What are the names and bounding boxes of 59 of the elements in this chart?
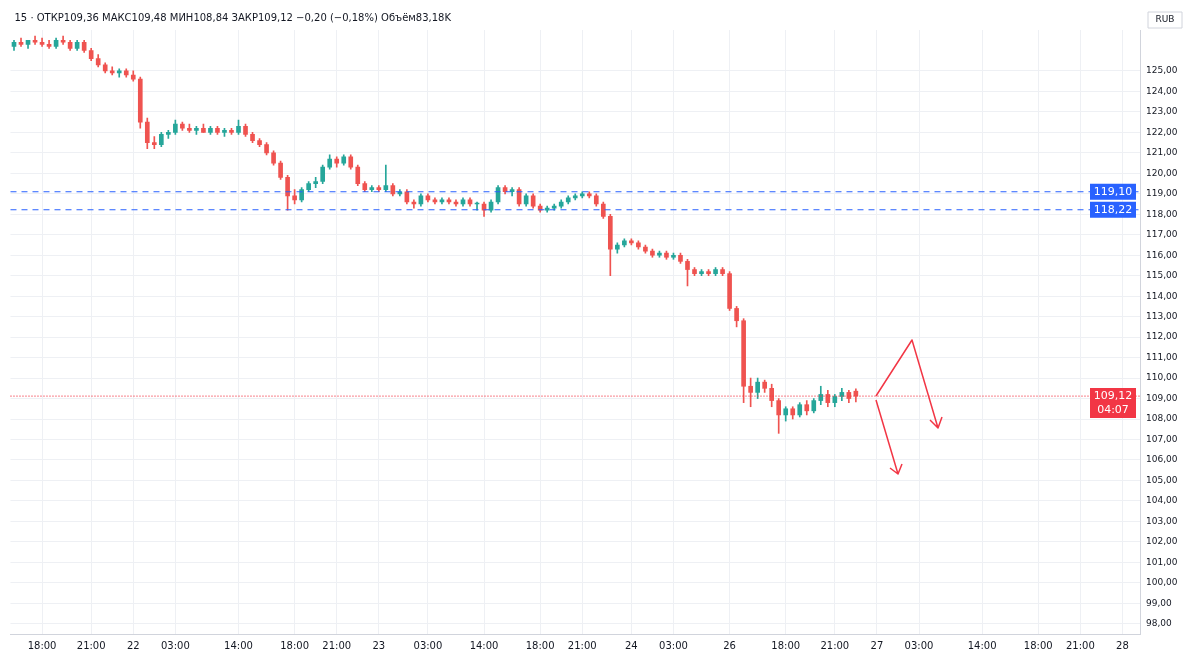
- x-tick-label: 03:00: [659, 639, 688, 651]
- y-tick-label: 116,00: [1146, 249, 1178, 260]
- y-tick-label: 114,00: [1146, 290, 1178, 301]
- x-tick-label: 18:00: [771, 639, 801, 651]
- x-tick-label: 28: [1116, 639, 1129, 651]
- x-tick-label: 18:00: [1023, 639, 1053, 651]
- y-tick-label: 105,00: [1146, 474, 1178, 485]
- x-tick-label: 18:00: [27, 639, 57, 651]
- y-tick-label: 123,00: [1146, 106, 1178, 117]
- y-tick-label: 124,00: [1146, 85, 1178, 96]
- x-tick-label: 22: [126, 639, 140, 651]
- y-tick-label: 117,00: [1146, 229, 1178, 240]
- y-tick-label: 111,00: [1146, 351, 1178, 362]
- x-tick-label: 23: [372, 639, 386, 651]
- ref-line-label: 118,22: [1093, 202, 1133, 216]
- y-tick-label: 98,00: [1146, 618, 1173, 629]
- y-tick-label: 106,00: [1146, 454, 1178, 465]
- x-tick-label: 14:00: [224, 639, 253, 651]
- y-tick-label: 121,00: [1146, 147, 1178, 158]
- y-tick-label: 113,00: [1146, 310, 1178, 321]
- text: 15 · ОТКР109,36 МАКС109,48 МИН108,84 ЗАКР109,12 −0,20 (−0,18%) Объём83,18K: [14, 11, 452, 23]
- y-tick-label: 110,00: [1146, 372, 1178, 383]
- y-tick-label: 120,00: [1146, 167, 1178, 178]
- y-tick-label: 115,00: [1146, 270, 1178, 281]
- x-tick-label: 14:00: [967, 639, 997, 651]
- x-tick-label: 21:00: [76, 639, 106, 651]
- y-tick-label: 101,00: [1146, 556, 1178, 567]
- x-tick-label: 24: [625, 639, 638, 651]
- y-tick-label: 104,00: [1146, 495, 1178, 506]
- y-tick-label: 122,00: [1146, 126, 1178, 137]
- y-tick-label: 99,00: [1146, 597, 1173, 608]
- x-tick-label: 03:00: [413, 639, 443, 651]
- y-tick-label: 119,00: [1146, 188, 1178, 199]
- x-tick-label: 26: [723, 639, 736, 651]
- x-tick-label: 21:00: [1065, 639, 1095, 651]
- text: RUB: [1155, 14, 1175, 25]
- y-tick-label: 118,00: [1146, 208, 1178, 219]
- candlestick: [151, 136, 157, 150]
- x-tick-label: 21:00: [322, 639, 352, 651]
- x-tick-label: 21:00: [567, 639, 597, 651]
- y-tick-label: 107,00: [1146, 433, 1178, 444]
- ref-line-label: 119,10: [1093, 184, 1133, 198]
- y-tick-label: 112,00: [1146, 331, 1178, 342]
- y-tick-label: 108,00: [1146, 413, 1178, 424]
- x-tick-label: 21:00: [820, 639, 850, 651]
- ref-line-label: 109,12: [1093, 388, 1133, 402]
- x-tick-label: 18:00: [525, 639, 555, 651]
- y-tick-label: 109,00: [1146, 392, 1178, 403]
- x-tick-label: 27: [870, 639, 884, 651]
- x-tick-label: 18:00: [280, 639, 310, 651]
- y-tick-label: 100,00: [1146, 577, 1178, 588]
- x-tick-label: 03:00: [160, 639, 190, 651]
- annotation: 04:07: [1097, 402, 1129, 416]
- x-tick-label: 14:00: [469, 639, 499, 651]
- y-tick-label: 125,00: [1146, 65, 1178, 76]
- y-tick-label: 102,00: [1146, 536, 1178, 547]
- y-tick-label: 103,00: [1146, 515, 1178, 526]
- x-tick-label: 03:00: [904, 639, 934, 651]
- candlestick: [383, 164, 389, 193]
